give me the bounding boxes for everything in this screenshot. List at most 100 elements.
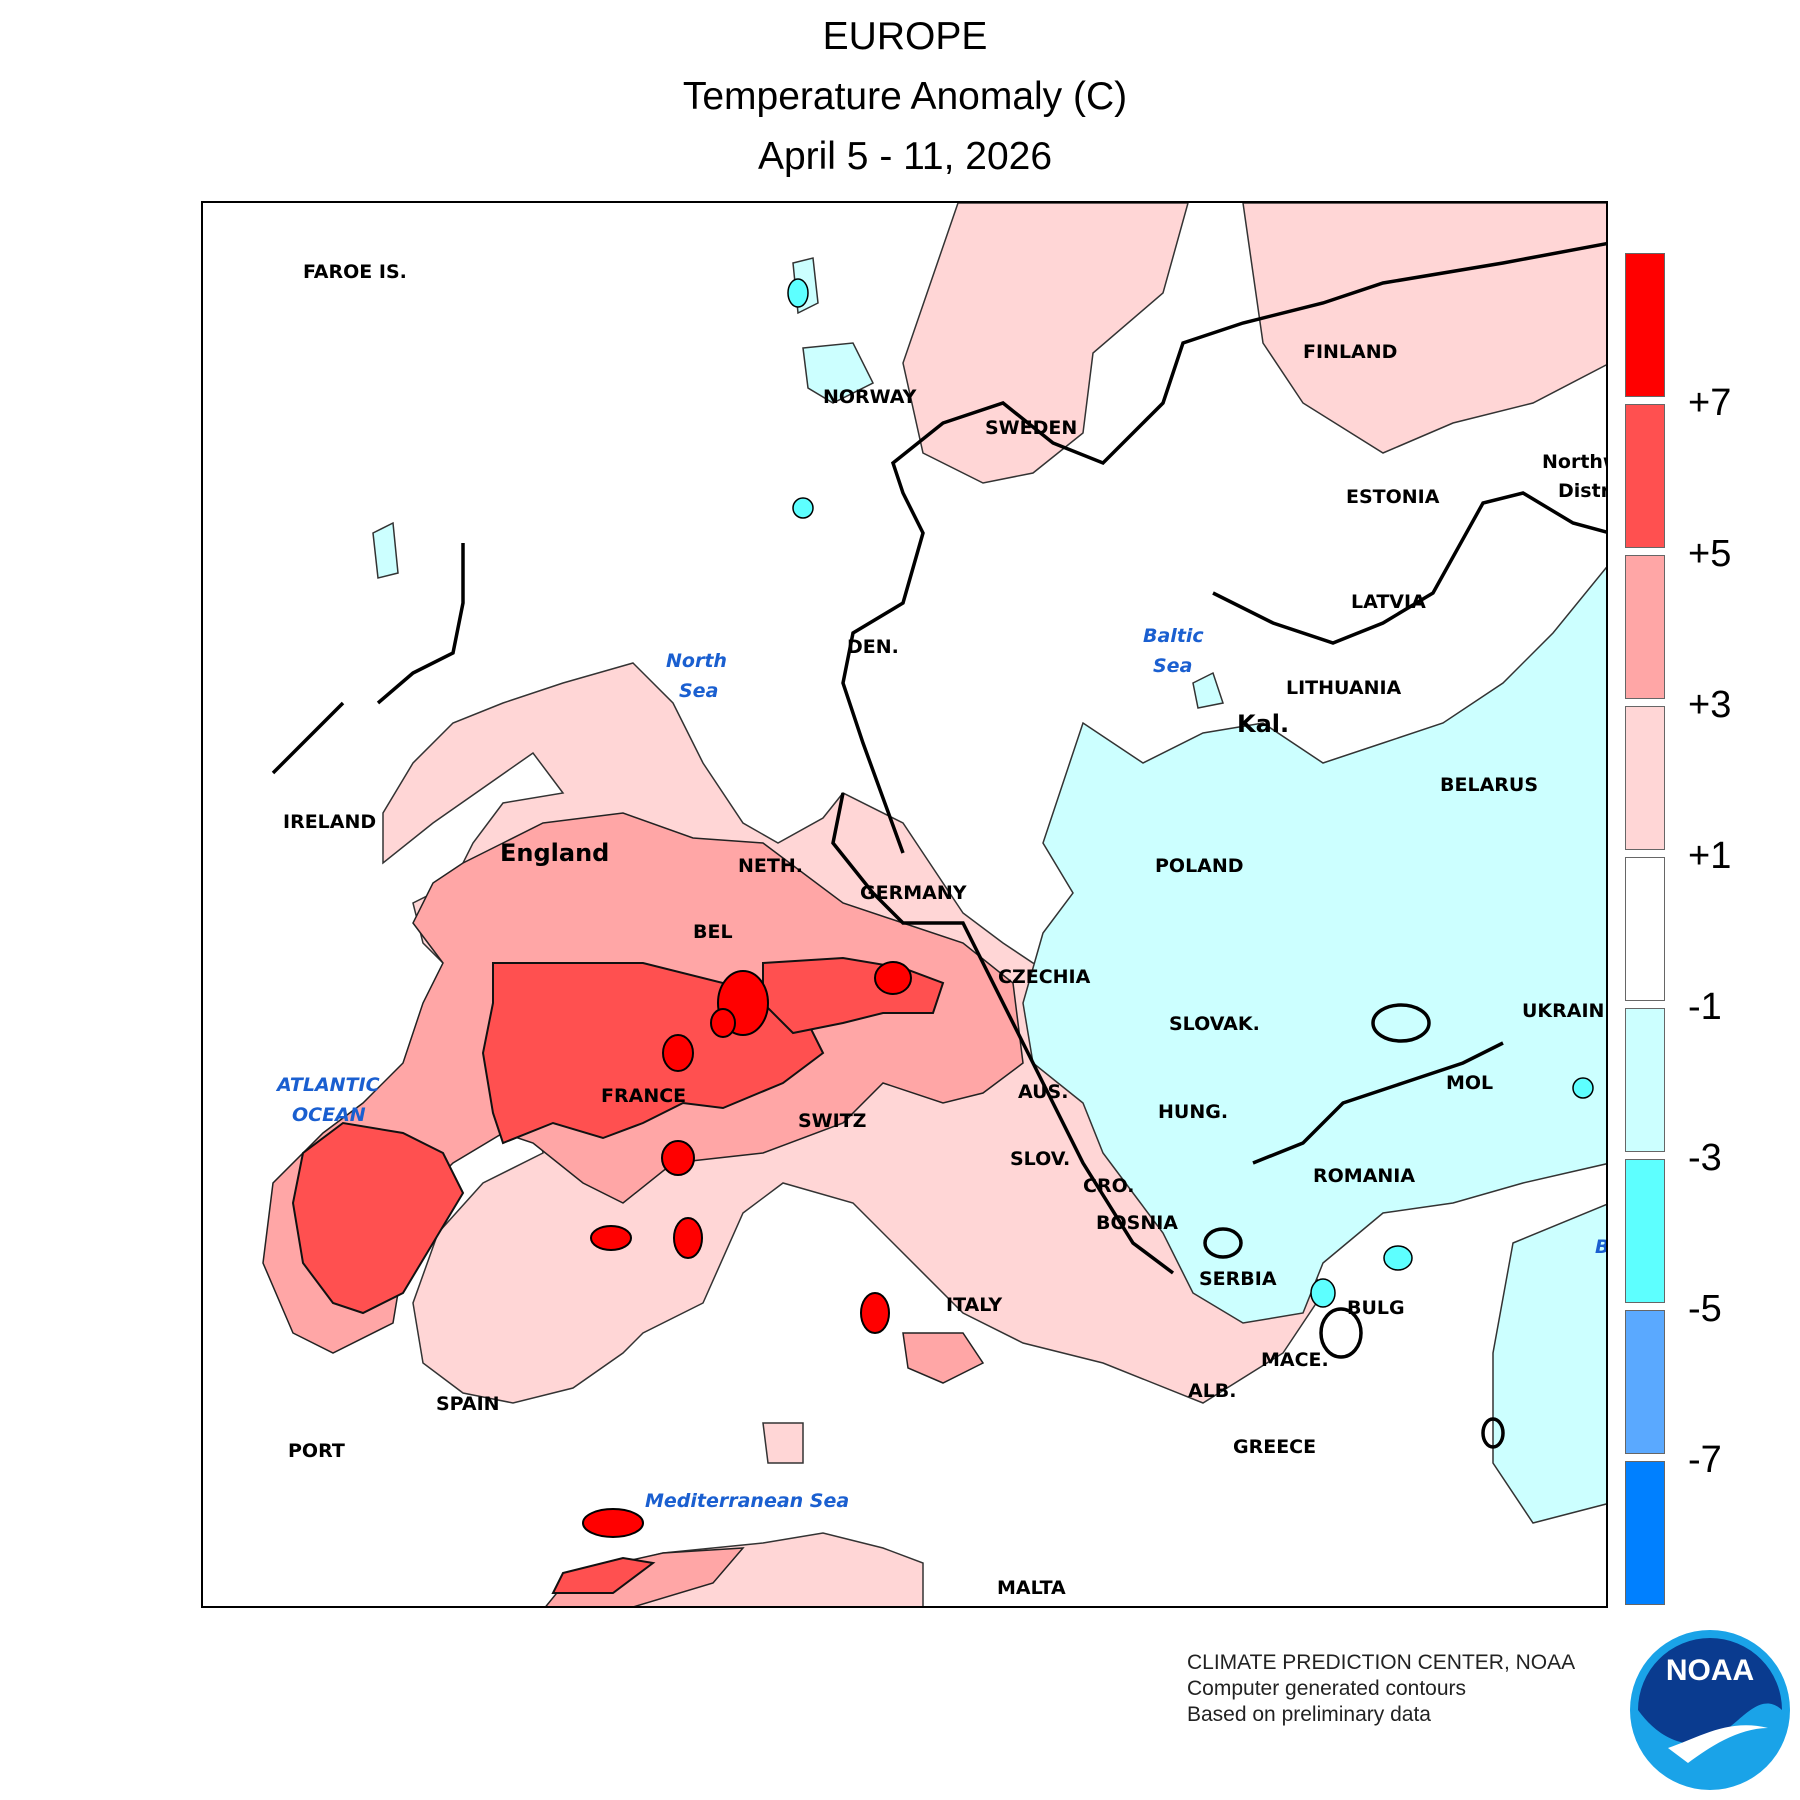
label-serbia: SERBIA — [1199, 1268, 1277, 1290]
contour-loop-1 — [1371, 1003, 1431, 1043]
label-poland: POLAND — [1155, 855, 1244, 877]
anomaly-zone-minus3 — [787, 278, 1594, 1308]
hot-spot-7 — [860, 1292, 890, 1334]
legend-tick-0: +7 — [1688, 382, 1732, 424]
label-belarus: BELARUS — [1440, 774, 1538, 796]
label-germany: GERMANY — [860, 882, 967, 904]
zone-northern-scandinavia — [902, 203, 1189, 484]
zone-poland-ukraine — [1022, 566, 1606, 1324]
cold-spot-5 — [1572, 1077, 1594, 1099]
legend-tick-2: +3 — [1688, 684, 1732, 726]
label-mediterranean: Mediterranean Sea — [645, 1490, 849, 1512]
zone-turkey-east — [1492, 1203, 1606, 1524]
legend-tick-5: -3 — [1688, 1137, 1722, 1179]
country-labels: FAROE IS. NORWAY SWEDEN FINLAND ESTONIA … — [283, 261, 1608, 1599]
label-baltic-sea-1: Baltic — [1143, 625, 1204, 647]
contour-loop-3 — [1203, 1227, 1243, 1259]
zone-italy-south — [902, 1332, 985, 1384]
label-france: FRANCE — [601, 1085, 686, 1107]
hot-spot-8 — [874, 961, 912, 995]
legend-tick-7: -7 — [1688, 1439, 1722, 1481]
legend-swatch-plus5 — [1625, 404, 1665, 548]
map-date-range: April 5 - 11, 2026 — [757, 135, 1053, 178]
label-netherlands: NETH. — [738, 855, 803, 877]
sea-labels: North Sea Baltic Sea ATLANTIC OCEAN Medi… — [275, 625, 1608, 1512]
label-spain: SPAIN — [436, 1393, 500, 1415]
label-bosnia: BOSNIA — [1096, 1212, 1178, 1234]
zone-scotland-west — [372, 521, 399, 579]
credit-line-1: CLIMATE PREDICTION CENTER, NOAA — [1187, 1651, 1576, 1674]
label-hungary: HUNG. — [1158, 1101, 1228, 1123]
label-romania: ROMANIA — [1313, 1165, 1415, 1187]
label-denmark: DEN. — [847, 636, 899, 658]
legend-swatch-plus7 — [1625, 253, 1665, 397]
legend-swatch-minus7 — [1625, 1461, 1665, 1605]
color-scale-legend — [1625, 253, 1665, 1606]
noaa-logo-bird — [1668, 1725, 1768, 1763]
label-sweden: SWEDEN — [985, 417, 1077, 439]
label-ukraine: UKRAINE — [1522, 1000, 1608, 1022]
cold-spot-1 — [1310, 1278, 1336, 1308]
credit-line-2: Computer generated contours — [1187, 1677, 1466, 1700]
hot-spot-3 — [590, 1225, 632, 1251]
legend-swatch-plus3 — [1625, 555, 1665, 699]
label-macedonia: MACE. — [1261, 1349, 1329, 1371]
legend-tick-3: +1 — [1688, 835, 1732, 877]
legend-swatch-minus5 — [1625, 1310, 1665, 1454]
label-bulgaria: BULG — [1347, 1297, 1405, 1319]
label-slovenia: SLOV. — [1010, 1148, 1070, 1170]
contour-central-europe — [831, 792, 1175, 1275]
label-estonia: ESTONIA — [1346, 486, 1440, 508]
hot-spot-5 — [661, 1140, 695, 1176]
label-greece: GREECE — [1233, 1436, 1316, 1458]
cold-spot-4 — [792, 497, 814, 519]
contour-baltic — [1212, 491, 1606, 645]
map-subtitle: Temperature Anomaly (C) — [682, 75, 1128, 118]
credit-line-3: Based on preliminary data — [1187, 1703, 1431, 1726]
contour-scotland — [376, 543, 465, 705]
legend-swatch-plus1 — [1625, 706, 1665, 850]
label-atlantic-1: ATLANTIC — [275, 1074, 380, 1096]
label-atlantic-2: OCEAN — [292, 1104, 366, 1126]
label-faroe: FAROE IS. — [303, 261, 407, 283]
label-italy: ITALY — [946, 1294, 1002, 1316]
label-lithuania: LITHUANIA — [1286, 677, 1402, 699]
zone-spain-core — [291, 1121, 465, 1315]
label-kal: Kal. — [1237, 710, 1289, 738]
legend-tick-6: -5 — [1688, 1288, 1722, 1330]
hot-spot-6 — [673, 1217, 703, 1259]
label-district: Distri — [1558, 480, 1608, 502]
hot-spot-9 — [582, 1508, 644, 1538]
label-latvia: LATVIA — [1351, 591, 1426, 613]
hot-spot-2 — [662, 1034, 694, 1072]
label-slovakia: SLOVAK. — [1169, 1013, 1260, 1035]
label-finland: FINLAND — [1303, 341, 1397, 363]
anomaly-zone-plus7 — [582, 961, 912, 1538]
contour-loop-4 — [1481, 1417, 1505, 1449]
label-north-sea-2: Sea — [679, 680, 718, 702]
label-ireland: IRELAND — [283, 811, 376, 833]
label-austria: AUS. — [1018, 1081, 1068, 1103]
contour-balkans — [1252, 1041, 1504, 1165]
label-albania: ALB. — [1188, 1380, 1237, 1402]
legend-tick-1: +5 — [1688, 533, 1732, 575]
label-malta: MALTA — [997, 1577, 1066, 1599]
label-north-sea-1: North — [666, 650, 727, 672]
zone-baltic-coast — [1192, 671, 1224, 709]
label-belgium: BEL — [693, 921, 733, 943]
label-moldova: MOL — [1446, 1072, 1493, 1094]
hot-spot-4 — [710, 1008, 736, 1038]
label-black-sea-partial: B — [1595, 1236, 1608, 1258]
anomaly-map-svg: FAROE IS. NORWAY SWEDEN FINLAND ESTONIA … — [262, 203, 1608, 1606]
legend-tick-4: -1 — [1688, 986, 1722, 1028]
zone-norway-west-2 — [802, 342, 875, 404]
noaa-logo-dark-half — [1638, 1638, 1782, 1744]
legend-swatch-minus1 — [1625, 1008, 1665, 1152]
zero-anomaly-contours — [271, 241, 1606, 1449]
legend-swatch-minus3 — [1625, 1159, 1665, 1303]
zone-finland-russia — [1242, 203, 1606, 454]
cold-spot-3 — [787, 278, 809, 308]
label-portugal: PORT — [288, 1440, 345, 1462]
noaa-logo-text: NOAA — [1666, 1654, 1754, 1687]
label-baltic-sea-2: Sea — [1153, 655, 1192, 677]
